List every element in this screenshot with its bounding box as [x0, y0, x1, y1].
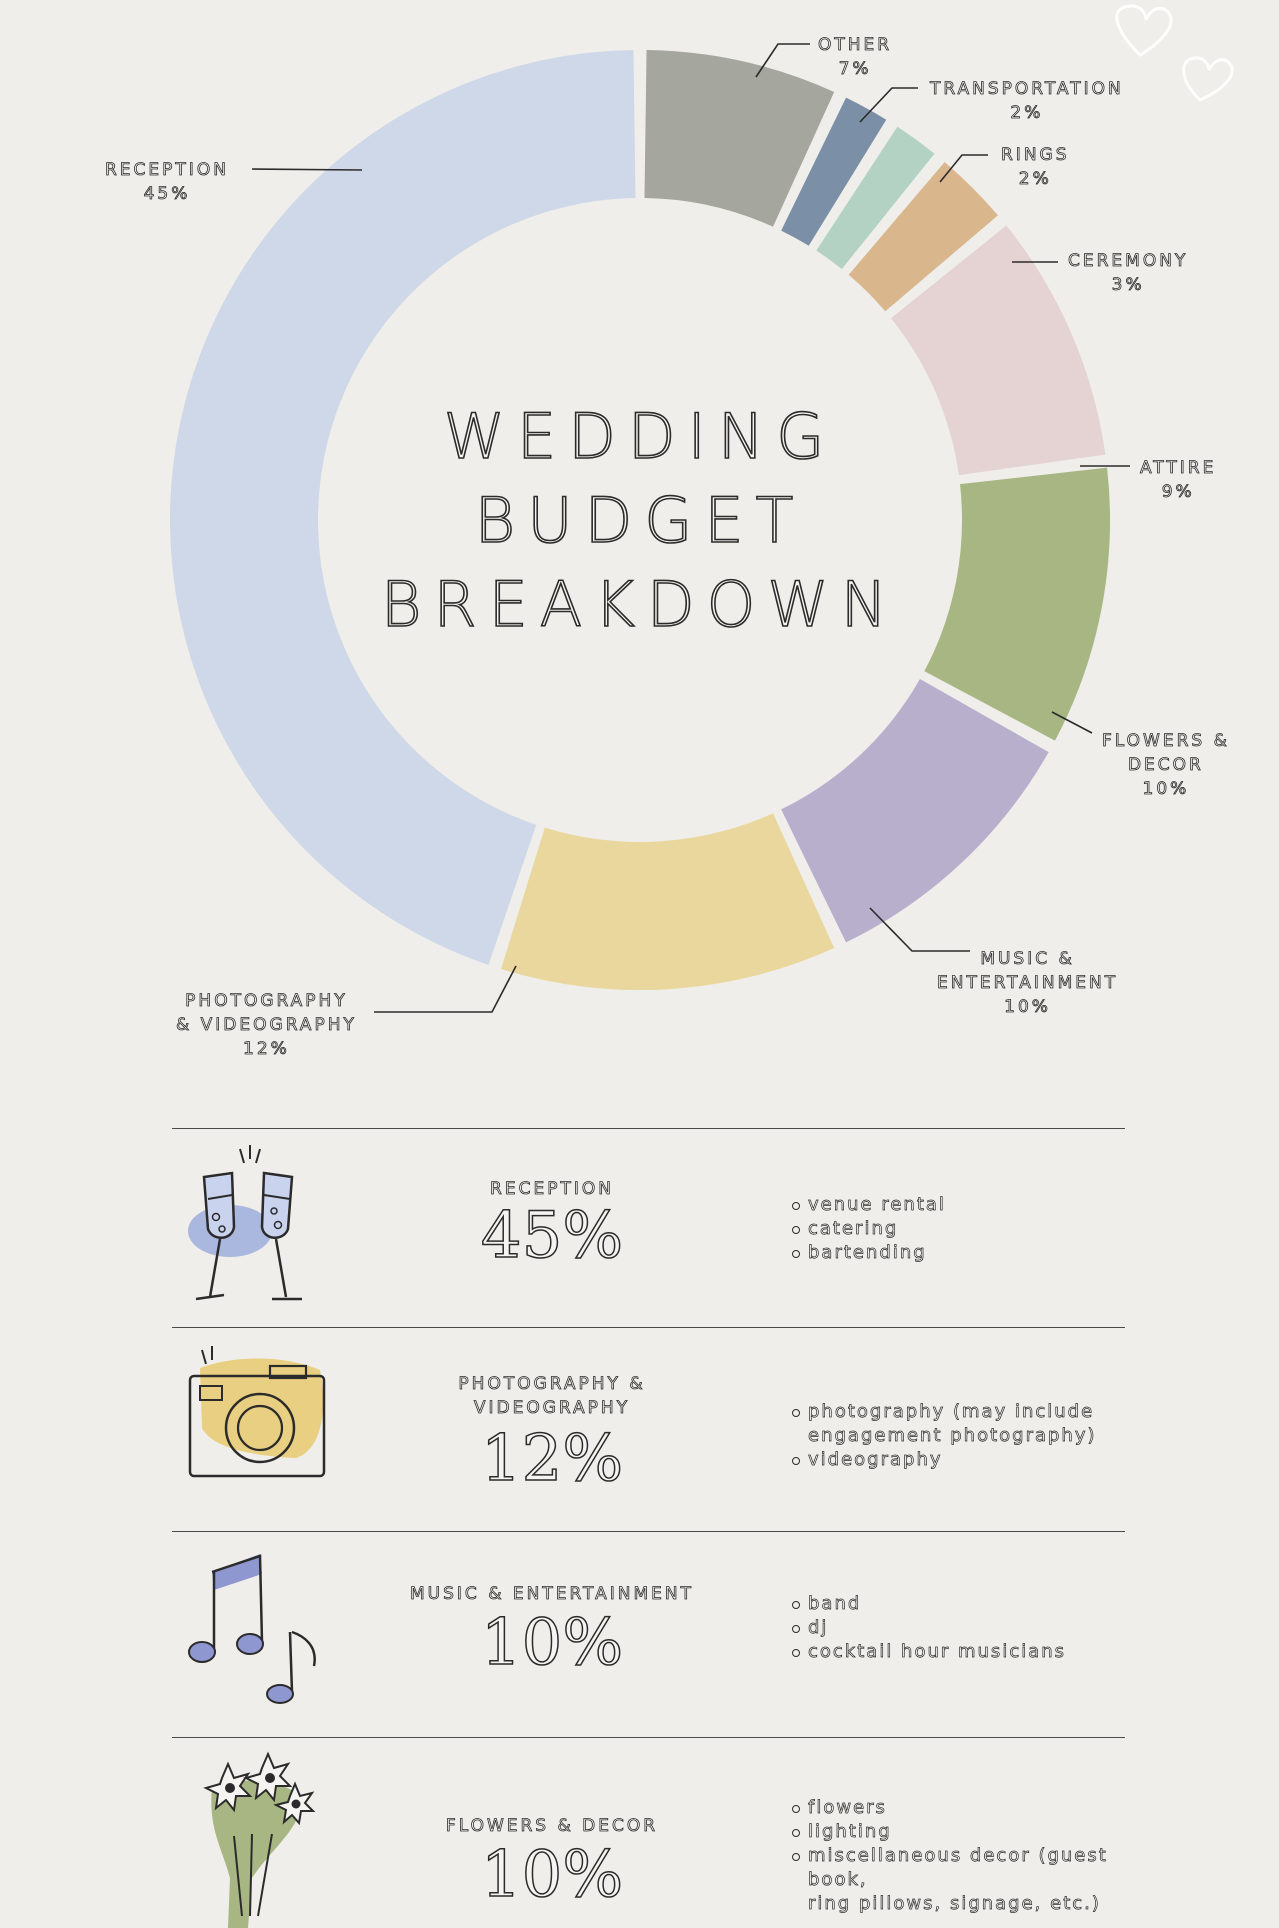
label-ceremony-name: CEREMONY — [1068, 251, 1189, 272]
heart-doodle-icon — [1115, 4, 1234, 102]
label-reception: RECEPTION 45% — [105, 158, 229, 206]
detail-item: venue rental — [790, 1193, 946, 1217]
title-line-1: WEDDING — [443, 399, 837, 474]
slice-rings — [816, 126, 935, 270]
label-transport-pct: 2% — [1010, 103, 1044, 124]
detail-row-reception: RECEPTION 45% venue rental catering bart… — [172, 1128, 1125, 1327]
detail-percent: 12% — [480, 1422, 624, 1496]
detail-category: PHOTOGRAPHY & VIDEOGRAPHY — [402, 1372, 702, 1420]
slice-attire — [890, 225, 1106, 476]
label-reception-name: RECEPTION — [105, 160, 229, 181]
detail-item: flowers — [790, 1796, 1125, 1820]
slice-reception — [170, 50, 636, 965]
label-other-pct: 7% — [838, 59, 872, 80]
donut-slices — [170, 50, 1110, 990]
leader-transport — [859, 87, 918, 123]
detail-item: catering — [790, 1217, 946, 1241]
label-other: OTHER 7% — [818, 33, 892, 81]
label-attire: ATTIRE 9% — [1140, 456, 1216, 504]
leader-photo — [374, 965, 517, 1013]
leader-music — [869, 907, 970, 952]
detail-item: miscellaneous decor (guest book, — [790, 1844, 1125, 1892]
leader-lines — [251, 43, 1130, 1013]
detail-row-flowers: FLOWERS & DECOR 10% flowers lighting mis… — [172, 1737, 1125, 1928]
label-flowers-name-1: FLOWERS & — [1102, 731, 1230, 752]
champagne-glasses-icon — [188, 1145, 302, 1301]
label-photo-name-2: & VIDEOGRAPHY — [176, 1015, 357, 1036]
leader-other — [755, 43, 810, 78]
label-music: MUSIC & ENTERTAINMENT 10% — [937, 947, 1118, 1019]
label-rings-name: RINGS — [1001, 145, 1070, 166]
detail-item: band — [790, 1592, 1066, 1616]
slice-transportation — [781, 97, 887, 246]
label-music-name-1: MUSIC & — [980, 949, 1075, 970]
label-attire-name: ATTIRE — [1140, 458, 1217, 479]
label-music-name-2: ENTERTAINMENT — [937, 973, 1119, 994]
label-ceremony: CEREMONY 3% — [1068, 249, 1188, 297]
label-rings-pct: 2% — [1018, 169, 1052, 190]
label-flowers: FLOWERS & DECOR 10% — [1102, 729, 1230, 801]
detail-percent: 10% — [480, 1606, 624, 1680]
detail-percent: 10% — [480, 1838, 624, 1912]
label-attire-pct: 9% — [1161, 482, 1195, 503]
chart-center-title: WEDDING BUDGET BREAKDOWN — [330, 395, 950, 647]
label-flowers-pct: 10% — [1142, 779, 1190, 800]
label-music-pct: 10% — [1004, 997, 1051, 1018]
label-photo-name-1: PHOTOGRAPHY — [185, 991, 348, 1012]
slice-photography-videography — [501, 813, 835, 990]
detail-items: flowers lighting miscellaneous decor (gu… — [790, 1796, 1125, 1916]
slice-music-entertainment — [781, 679, 1049, 943]
detail-item-cont: ring pillows, signage, etc.) — [808, 1893, 1101, 1915]
label-other-name: OTHER — [818, 35, 893, 56]
detail-row-music: MUSIC & ENTERTAINMENT 10% band dj cockta… — [172, 1531, 1125, 1737]
detail-category: RECEPTION — [490, 1179, 614, 1200]
label-rings: RINGS 2% — [1001, 143, 1070, 191]
detail-items: photography (may include engagement phot… — [790, 1400, 1097, 1472]
budget-details-list: RECEPTION 45% venue rental catering bart… — [172, 1128, 1125, 1928]
detail-item: cocktail hour musicians — [790, 1640, 1066, 1664]
detail-category-line-2: VIDEOGRAPHY — [473, 1398, 631, 1419]
detail-item: lighting — [790, 1820, 1125, 1844]
label-transport: TRANSPORTATION 2% — [930, 77, 1124, 125]
budget-donut-chart — [170, 4, 1234, 1013]
detail-item: bartending — [790, 1241, 946, 1265]
slice-ceremony — [848, 162, 998, 312]
label-photo-pct: 12% — [243, 1039, 290, 1060]
bouquet-icon — [203, 1751, 316, 1928]
detail-percent: 45% — [480, 1199, 624, 1273]
detail-item: dj — [790, 1616, 1066, 1640]
detail-items: band dj cocktail hour musicians — [790, 1592, 1066, 1664]
leader-reception — [251, 168, 363, 171]
label-reception-pct: 45% — [143, 184, 191, 205]
label-ceremony-pct: 3% — [1111, 275, 1145, 296]
detail-item: videography — [790, 1448, 1097, 1472]
music-notes-icon — [188, 1554, 316, 1704]
title-line-2: BUDGET — [474, 483, 806, 558]
detail-category: FLOWERS & DECOR — [445, 1816, 659, 1837]
label-photo: PHOTOGRAPHY & VIDEOGRAPHY 12% — [176, 989, 357, 1061]
title-line-3: BREAKDOWN — [380, 567, 900, 642]
label-transport-name: TRANSPORTATION — [930, 79, 1124, 100]
detail-items: venue rental catering bartending — [790, 1193, 946, 1265]
slice-flowers-decor — [924, 467, 1110, 741]
detail-row-photography: PHOTOGRAPHY & VIDEOGRAPHY 12% photograph… — [172, 1327, 1125, 1531]
leader-flowers — [1051, 711, 1093, 734]
label-flowers-name-2: DECOR — [1127, 755, 1204, 776]
detail-item: photography (may include — [790, 1400, 1097, 1424]
detail-category-line-1: PHOTOGRAPHY & — [458, 1374, 646, 1395]
camera-icon — [188, 1346, 326, 1478]
slice-other — [644, 50, 835, 227]
detail-item-cont: engagement photography) — [808, 1425, 1097, 1447]
leader-rings — [939, 154, 988, 183]
detail-category: MUSIC & ENTERTAINMENT — [410, 1584, 694, 1605]
